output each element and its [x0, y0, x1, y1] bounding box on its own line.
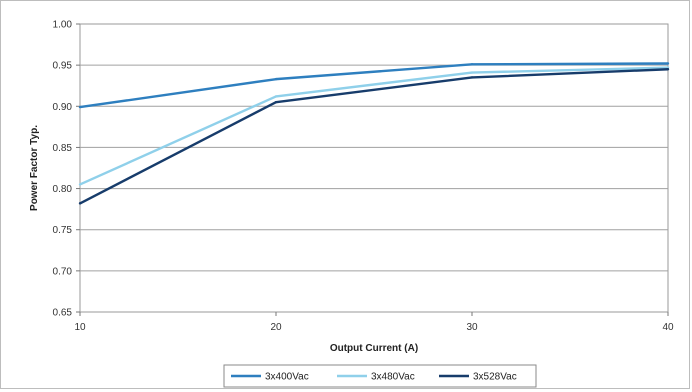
data-point: [274, 100, 278, 104]
y-tick-label: 0.75: [53, 225, 73, 236]
x-tick-label: 20: [270, 322, 282, 333]
legend-label: 3x480Vac: [371, 372, 415, 383]
series-line-3x528vac: [79, 68, 669, 205]
data-point: [78, 105, 82, 109]
data-point: [274, 95, 278, 98]
data-point: [470, 76, 474, 79]
plot-area: [79, 23, 669, 313]
data-point: [470, 71, 474, 74]
data-point: [470, 63, 474, 66]
data-point: [666, 68, 670, 71]
y-axis-ticks: 0.65 0.70 0.75 0.80 0.85 0.90 0.95 1.00: [53, 20, 80, 319]
y-tick-label: 0.70: [53, 266, 73, 277]
series-line-3x480vac: [79, 66, 669, 186]
data-point: [274, 77, 278, 81]
data-point: [666, 62, 670, 65]
data-point: [78, 202, 82, 205]
x-axis-title: Output Current (A): [330, 343, 418, 354]
y-tick-label: 0.85: [53, 143, 73, 154]
data-point: [78, 183, 82, 186]
x-tick-label: 30: [466, 322, 478, 333]
y-axis-title: Power Factor Typ.: [29, 125, 40, 211]
gridlines: [80, 64, 668, 272]
legend-label: 3x400Vac: [265, 372, 309, 383]
y-tick-label: 0.95: [53, 61, 73, 72]
x-tick-label: 40: [662, 322, 674, 333]
y-tick-label: 0.65: [53, 308, 73, 319]
y-tick-label: 0.90: [53, 102, 73, 113]
series-lines: [78, 62, 670, 205]
legend-box: [223, 364, 537, 388]
legend: 3x400Vac 3x480Vac 3x528Vac: [223, 364, 537, 388]
x-tick-label: 10: [74, 322, 86, 333]
y-tick-label: 0.80: [53, 184, 73, 195]
x-axis-ticks: 10 20 30 40: [74, 312, 674, 333]
y-tick-label: 1.00: [53, 20, 73, 31]
series-line-3x400vac: [79, 62, 669, 109]
legend-label: 3x528Vac: [473, 372, 517, 383]
